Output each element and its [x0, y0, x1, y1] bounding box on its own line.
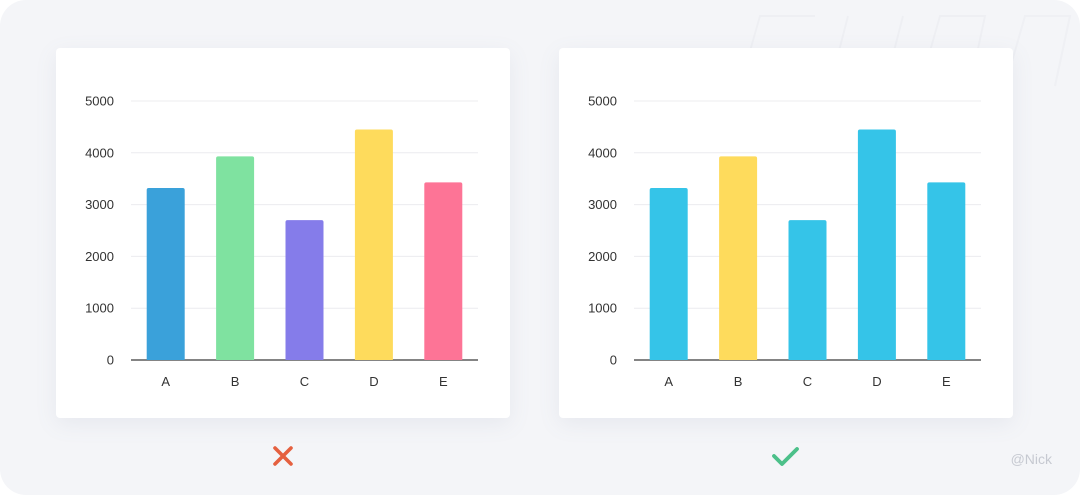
y-tick-label: 3000: [85, 197, 114, 212]
y-tick-label: 0: [610, 353, 617, 368]
y-tick-label: 5000: [588, 94, 617, 109]
y-tick-label: 0: [107, 353, 114, 368]
bar-b: [719, 156, 758, 360]
bar-a: [649, 188, 688, 360]
bar-c: [788, 220, 827, 360]
x-tick-label: C: [803, 374, 812, 389]
y-tick-label: 5000: [85, 94, 114, 109]
bar-d: [857, 129, 896, 360]
x-tick-label: A: [161, 374, 170, 389]
cross-icon: [273, 446, 293, 466]
bar-c: [285, 220, 324, 360]
x-tick-label: B: [231, 374, 240, 389]
bar-chart-multicolor: 0 1000 2000 3000 4000 5000 A B C D E: [85, 94, 478, 389]
y-tick-label: 4000: [588, 145, 617, 160]
y-tick-label: 2000: [85, 249, 114, 264]
bar-e: [424, 182, 463, 360]
x-tick-label: E: [942, 374, 951, 389]
bar-d: [354, 129, 393, 360]
x-tick-label: D: [872, 374, 881, 389]
x-tick-label: C: [300, 374, 309, 389]
bar-a: [146, 188, 185, 360]
bar-chart-highlight: 0 1000 2000 3000 4000 5000 A B C D E: [588, 94, 981, 389]
x-tick-label: D: [369, 374, 378, 389]
bar-e: [927, 182, 966, 360]
bar-b: [216, 156, 255, 360]
check-icon: [772, 447, 799, 466]
x-tick-label: A: [664, 374, 673, 389]
y-tick-label: 4000: [85, 145, 114, 160]
author-credit: @Nick: [1010, 451, 1052, 467]
y-tick-label: 3000: [588, 197, 617, 212]
x-tick-label: B: [734, 374, 743, 389]
x-tick-label: E: [439, 374, 448, 389]
y-tick-label: 1000: [85, 301, 114, 316]
chart-card-right: 0 1000 2000 3000 4000 5000 A B C D E: [559, 48, 1013, 418]
y-tick-label: 1000: [588, 301, 617, 316]
y-tick-label: 2000: [588, 249, 617, 264]
chart-card-wrong: 0 1000 2000 3000 4000 5000 A B C D E: [56, 48, 510, 418]
